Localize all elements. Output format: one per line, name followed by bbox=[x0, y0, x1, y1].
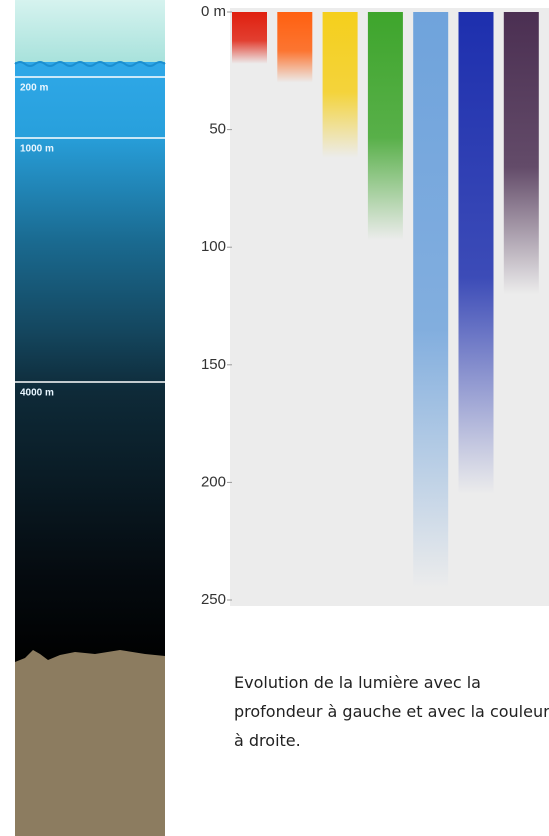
bar bbox=[458, 12, 494, 495]
y-tick-label: 250 bbox=[201, 591, 226, 608]
y-tick-label: 100 bbox=[201, 238, 226, 255]
bar bbox=[413, 12, 449, 589]
y-tick-label: 0 m bbox=[201, 3, 226, 20]
bar bbox=[503, 12, 539, 295]
y-tick-label: 150 bbox=[201, 356, 226, 373]
bar bbox=[322, 12, 358, 158]
depth-label: 1000 m bbox=[20, 144, 54, 155]
caption: Evolution de la lumière avec la profonde… bbox=[234, 673, 549, 750]
bar bbox=[277, 12, 313, 83]
y-tick-label: 50 bbox=[209, 121, 226, 138]
depth-label: 200 m bbox=[20, 83, 48, 94]
bar bbox=[367, 12, 403, 241]
depth-label: 4000 m bbox=[20, 388, 54, 399]
bar bbox=[232, 12, 267, 64]
y-tick-label: 200 bbox=[201, 473, 226, 490]
ocean-illustration: 200 m 1000 m 4000 m bbox=[14, 0, 166, 836]
